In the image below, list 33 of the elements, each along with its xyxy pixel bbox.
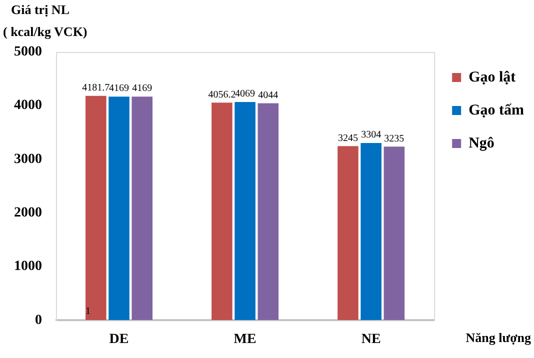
- y-tick-label: 5000: [14, 44, 42, 60]
- data-label: 4181.7: [82, 82, 110, 94]
- data-label: 4069: [235, 88, 256, 100]
- bar: [258, 103, 279, 320]
- data-label: 3235: [384, 133, 404, 144]
- legend-label: Gạo lật: [468, 69, 516, 86]
- bar: [360, 142, 382, 320]
- bar: [234, 102, 256, 320]
- data-label: 4044: [258, 90, 278, 101]
- bar: [212, 102, 232, 320]
- y-tick-label: 1000: [14, 259, 42, 274]
- y-axis-title: Giá trị NL ( kcal/kg VCK): [3, 2, 88, 39]
- bar: [86, 96, 106, 320]
- data-label: 4056.2: [208, 89, 236, 100]
- annotation: 1: [86, 306, 90, 317]
- data-label: 3304: [361, 130, 382, 141]
- bar: [338, 146, 358, 320]
- bar: [108, 96, 130, 320]
- x-axis-title: Năng lượng: [466, 330, 532, 346]
- y-tick-label: 4000: [14, 98, 42, 114]
- y-tick-label: 2000: [14, 206, 42, 221]
- y-tick-label: 0: [35, 312, 42, 328]
- x-tick-label: DE: [109, 332, 129, 348]
- data-label: 4169: [132, 83, 152, 94]
- data-label: 4169: [109, 83, 130, 94]
- x-tick-label: ME: [234, 332, 256, 348]
- legend-label: Ngô: [468, 135, 494, 152]
- bar: [384, 146, 405, 320]
- y-tick-label: 3000: [14, 152, 42, 167]
- data-label: 3245: [338, 132, 358, 144]
- bar: [132, 96, 153, 320]
- x-tick-label: NE: [361, 332, 381, 348]
- legend-label: Gạo tấm: [468, 102, 525, 118]
